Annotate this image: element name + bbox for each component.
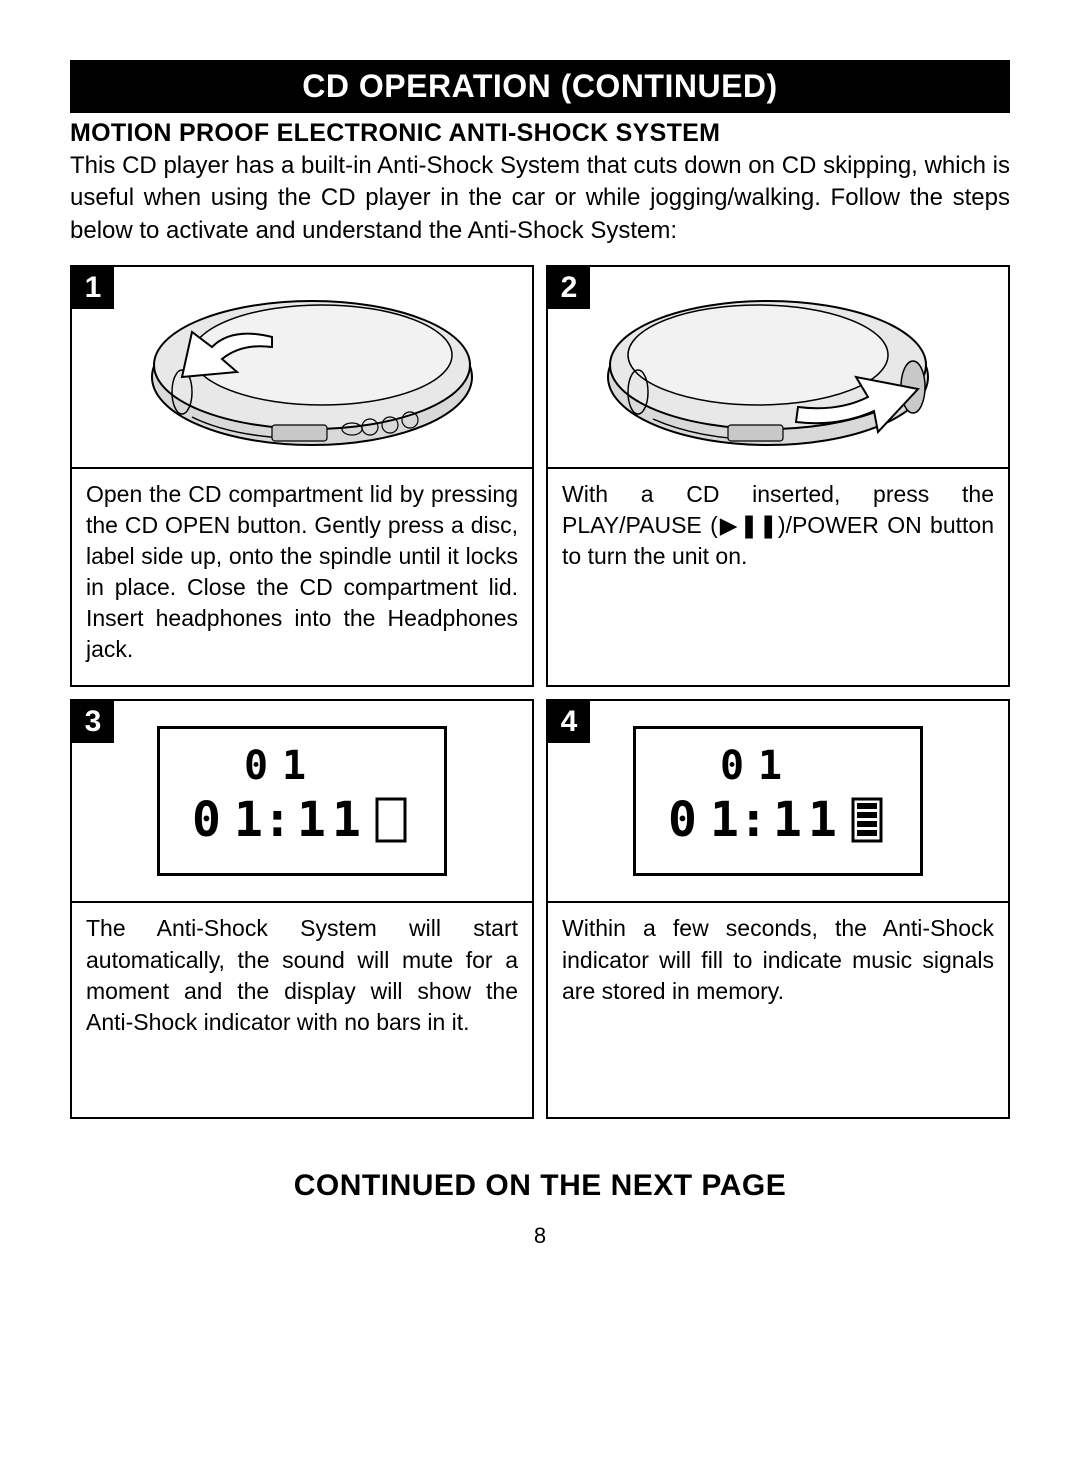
continued-footer: CONTINUED ON THE NEXT PAGE xyxy=(70,1169,1010,1203)
cd-player-press-icon xyxy=(598,277,958,457)
step-2-text: With a CD inserted, press the PLAY/PAUSE… xyxy=(548,467,1008,685)
step-panel-2: 2 With a CD inserted, press the PLAY/PAU… xyxy=(546,265,1010,687)
step-panel-4: 4 0 1 0 1: 1 1 Within a few xyxy=(546,699,1010,1119)
step-number: 3 xyxy=(72,701,114,743)
svg-text:1:: 1: xyxy=(234,792,292,848)
svg-text:0: 0 xyxy=(192,792,221,848)
svg-text:0: 0 xyxy=(668,792,697,848)
svg-text:1: 1 xyxy=(773,792,802,848)
step-panel-3: 3 0 1 0 1: 1 1 The Anti-Shock System wil… xyxy=(70,699,534,1119)
svg-text:1: 1 xyxy=(808,792,837,848)
step-panel-1: 1 Open the CD compartment lid by pressin… xyxy=(70,265,534,687)
section-subtitle: MOTION PROOF ELECTRONIC ANTI-SHOCK SYSTE… xyxy=(70,119,1010,148)
svg-text:1:: 1: xyxy=(710,792,768,848)
svg-text:0: 0 xyxy=(244,743,268,789)
step-number: 4 xyxy=(548,701,590,743)
lcd-display-full-icon: 0 1 0 1: 1 1 xyxy=(633,726,923,876)
step-4-text: Within a few seconds, the Anti-Shock ind… xyxy=(548,901,1008,1117)
steps-grid: 1 Open the CD compartment lid by pressin… xyxy=(70,265,1010,1119)
svg-text:1: 1 xyxy=(297,792,326,848)
svg-text:1: 1 xyxy=(332,792,361,848)
svg-text:1: 1 xyxy=(282,743,306,789)
svg-text:0: 0 xyxy=(720,743,744,789)
step-3-illustration: 0 1 0 1: 1 1 xyxy=(72,701,532,901)
step-number: 1 xyxy=(72,267,114,309)
page-number: 8 xyxy=(70,1223,1010,1249)
step-2-illustration xyxy=(548,267,1008,467)
step-1-text: Open the CD compartment lid by pressing … xyxy=(72,467,532,685)
lcd-display-empty-icon: 0 1 0 1: 1 1 xyxy=(157,726,447,876)
step-3-text: The Anti-Shock System will start automat… xyxy=(72,901,532,1117)
step-number: 2 xyxy=(548,267,590,309)
section-title-bar: CD OPERATION (CONTINUED) xyxy=(70,60,1010,113)
step-1-illustration xyxy=(72,267,532,467)
cd-player-open-icon xyxy=(122,277,482,457)
step-4-illustration: 0 1 0 1: 1 1 xyxy=(548,701,1008,901)
intro-paragraph: This CD player has a built-in Anti-Shock… xyxy=(70,150,1010,247)
svg-text:1: 1 xyxy=(758,743,782,789)
